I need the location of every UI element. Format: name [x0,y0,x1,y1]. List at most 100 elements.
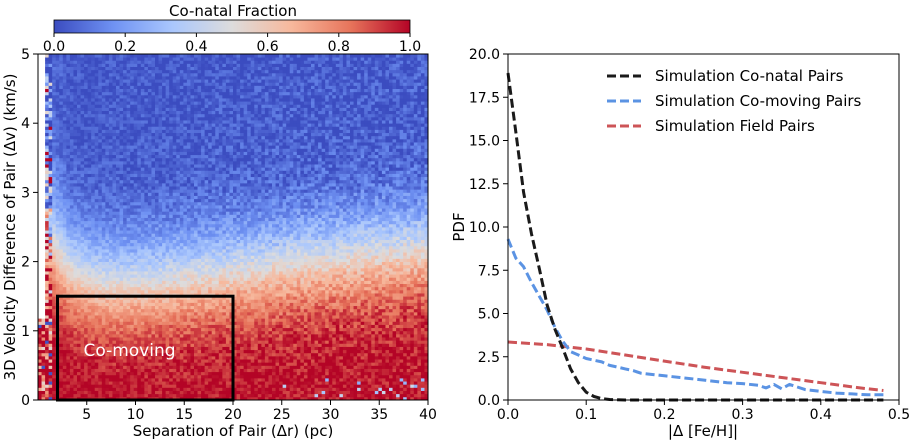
heatmap-cell [91,116,96,121]
heatmap-cell [41,352,46,357]
heatmap-cell [80,346,85,351]
heatmap-cell [140,179,145,184]
heatmap-cell [169,359,174,363]
heatmap-cell [62,129,67,134]
heatmap-cell [52,230,57,234]
heatmap-cell [101,164,106,168]
heatmap-cell [158,69,163,74]
heatmap-cell [116,151,120,156]
heatmap-cell [112,387,117,391]
heatmap-cell [91,365,96,369]
heatmap-cell [77,54,81,58]
heatmap-cell [190,324,195,329]
heatmap-cell [155,233,159,237]
heatmap-cell [66,267,71,272]
heatmap-cell [147,72,152,77]
heatmap-cell [123,337,128,341]
heatmap-cell [38,333,42,338]
heatmap-cell [62,371,67,376]
heatmap-cell [101,261,106,266]
heatmap-cell [55,132,60,137]
heatmap-cell [101,223,106,228]
heatmap-cell [137,223,142,228]
heatmap-cell [66,57,71,61]
heatmap-cell [98,371,103,376]
heatmap-cell [194,359,198,363]
heatmap-cell [84,242,89,247]
heatmap-cell [48,362,53,366]
heatmap-cell [69,371,74,376]
heatmap-cell [137,286,142,291]
heatmap-cell [77,135,81,140]
heatmap-cell [155,54,159,58]
heatmap-cell [87,98,92,102]
heatmap-cell [144,318,149,322]
heatmap-cell [38,318,42,322]
heatmap-cell [45,157,50,162]
heatmap-cell [84,167,89,171]
heatmap-cell [194,261,198,266]
heatmap-cell [55,220,60,225]
heatmap-cell [48,160,53,165]
heatmap-cell [144,179,149,184]
heatmap-cell [169,116,174,121]
heatmap-cell [94,255,99,259]
heatmap-cell [108,352,113,357]
heatmap-cell [77,182,81,187]
heatmap-cell [98,101,103,105]
heatmap-cell [155,315,159,319]
heatmap-cell [59,220,64,225]
heatmap-cell [91,57,96,61]
heatmap-cell [133,239,138,244]
heatmap-cell [179,198,184,203]
heatmap-cell [41,201,46,206]
heatmap-cell [91,123,96,127]
heatmap-cell [73,72,78,77]
heatmap-cell [186,72,191,77]
heatmap-cell [162,201,167,206]
heatmap-cell [151,211,156,215]
heatmap-cell [162,110,167,115]
heatmap-cell [126,305,131,310]
heatmap-cell [73,280,78,285]
heatmap-cell [186,245,191,250]
heatmap-cell [38,116,42,121]
heatmap-cell [80,302,85,307]
heatmap-cell [155,305,159,310]
heatmap-cell [179,245,184,250]
heatmap-cell [186,311,191,316]
heatmap-cell [87,340,92,344]
heatmap-cell [172,333,177,338]
heatmap-cell [176,390,181,395]
heatmap-cell [84,220,89,225]
heatmap-cell [94,286,99,291]
heatmap-cell [123,371,128,376]
heatmap-cell [52,179,57,184]
heatmap-cell [130,302,135,307]
heatmap-cell [101,355,106,360]
heatmap-cell [101,179,106,184]
heatmap-cell [52,116,57,121]
heatmap-cell [116,98,120,102]
heatmap-cell [144,129,149,134]
heatmap-cell [123,123,128,127]
heatmap-cell [144,94,149,99]
heatmap-cell [94,220,99,225]
heatmap-cell [119,327,124,332]
heatmap-cell [183,371,188,376]
heatmap-cell [77,305,81,310]
heatmap-cell [105,179,110,184]
heatmap-cell [98,72,103,77]
heatmap-cell [101,88,106,93]
heatmap-cell [183,129,188,134]
heatmap-cell [130,289,135,294]
heatmap-cell [101,324,106,329]
heatmap-cell [133,211,138,215]
heatmap-cell [52,377,57,382]
heatmap-cell [98,387,103,391]
heatmap-cell [140,277,145,281]
heatmap-cell [155,359,159,363]
heatmap-cell [101,321,106,325]
heatmap-cell [186,258,191,262]
heatmap-cell [158,138,163,143]
